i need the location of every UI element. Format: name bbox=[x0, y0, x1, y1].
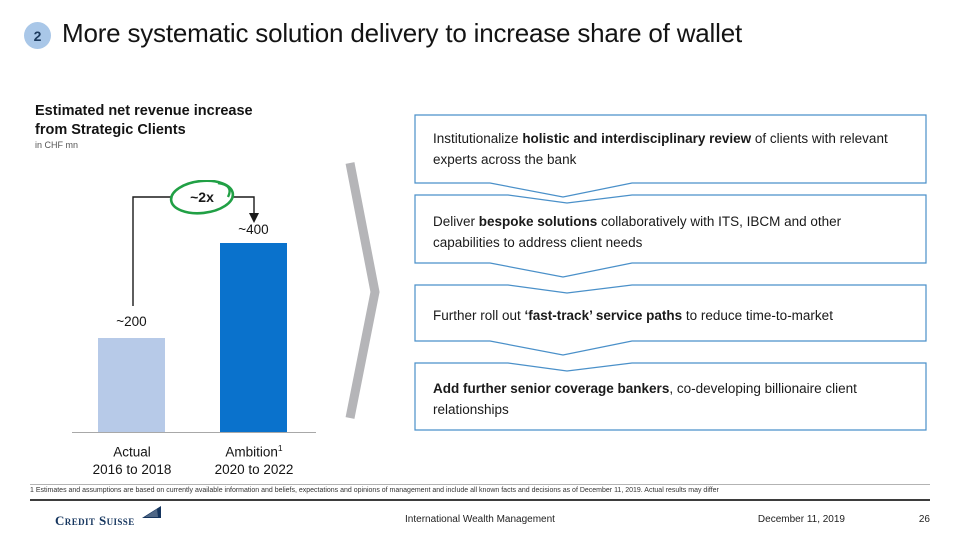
value-label-actual: ~200 bbox=[116, 314, 147, 329]
callout-box-3: Further roll out ‘fast-track’ service pa… bbox=[433, 287, 905, 343]
credit-suisse-sail-icon bbox=[142, 506, 161, 518]
bar-actual bbox=[98, 337, 165, 432]
callout-box-1-text: Institutionalize holistic and interdisci… bbox=[433, 131, 888, 167]
bar-ambition bbox=[220, 243, 287, 432]
box3-outline bbox=[414, 284, 927, 356]
footer-divider-thick bbox=[30, 499, 930, 501]
chart-title-line1: Estimated net revenue increase bbox=[35, 103, 253, 119]
chevron-right-divider-icon bbox=[345, 162, 380, 419]
footnote-divider-thin bbox=[30, 484, 930, 485]
green-circle-icon bbox=[169, 180, 235, 215]
callout-box-outlines bbox=[414, 114, 927, 431]
callout-box-2-text: Deliver bespoke solutions collaborativel… bbox=[433, 214, 842, 250]
callout-box-2: Deliver bespoke solutions collaborativel… bbox=[433, 198, 905, 266]
multiplier-annotation: ~2x bbox=[132, 180, 259, 306]
footer-division-label: International Wealth Management bbox=[405, 514, 555, 525]
footer-date: December 11, 2019 bbox=[757, 514, 845, 525]
callout-box-4: Add further senior coverage bankers, co-… bbox=[433, 365, 905, 432]
green-circle-overlap-stroke bbox=[217, 181, 231, 198]
chart-title-line2: from Strategic Clients bbox=[35, 122, 186, 138]
box1-outline bbox=[414, 114, 927, 198]
box2-outline bbox=[414, 194, 927, 278]
page-title: More systematic solution delivery to inc… bbox=[62, 18, 742, 48]
chart-unit-label: in CHF mn bbox=[35, 140, 79, 150]
arrow-down-icon bbox=[249, 213, 259, 223]
chart-baseline bbox=[72, 432, 316, 433]
callout-box-3-text: Further roll out ‘fast-track’ service pa… bbox=[433, 307, 833, 323]
multiplier-label: ~2x bbox=[190, 189, 214, 205]
credit-suisse-logo: Credit Suisse bbox=[55, 513, 135, 528]
category-label-ambition: Ambition1 2020 to 2022 bbox=[214, 443, 294, 477]
box4-outline bbox=[414, 362, 927, 431]
footnote: 1 Estimates and assumptions are based on… bbox=[30, 487, 719, 494]
slide-number-badge: 2 bbox=[24, 22, 51, 49]
chart-title: Estimated net revenue increase from Stra… bbox=[35, 102, 305, 140]
badge-number: 2 bbox=[33, 27, 42, 44]
page-number: 26 bbox=[918, 514, 930, 525]
category-label-actual: Actual 2016 to 2018 bbox=[92, 444, 172, 477]
callout-box-1: Institutionalize holistic and interdisci… bbox=[433, 115, 905, 183]
value-label-ambition: ~400 bbox=[238, 222, 269, 237]
callout-box-4-text: Add further senior coverage bankers, co-… bbox=[433, 380, 857, 417]
